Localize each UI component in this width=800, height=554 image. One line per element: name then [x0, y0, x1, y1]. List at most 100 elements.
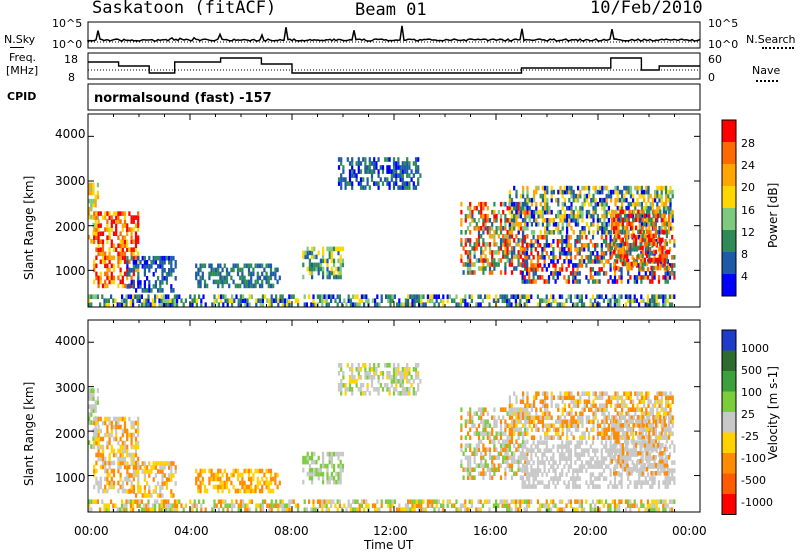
- power-cell: [652, 213, 655, 219]
- velocity-cell: [547, 448, 551, 453]
- velocity-cell: [654, 463, 657, 468]
- velocity-cell: [261, 507, 264, 512]
- power-cell: [110, 271, 113, 277]
- velocity-cell: [534, 468, 537, 473]
- power-cell: [460, 242, 463, 247]
- power-cell: [588, 209, 591, 215]
- power-cell: [302, 250, 305, 256]
- power-cell: [491, 234, 494, 239]
- velocity-cell: [101, 488, 105, 494]
- velocity-cell: [126, 480, 129, 486]
- power-cell: [112, 247, 116, 252]
- power-cell: [613, 302, 616, 307]
- power-cell: [646, 234, 650, 240]
- power-cell: [473, 242, 476, 247]
- velocity-cell: [588, 399, 591, 404]
- power-cell: [214, 279, 218, 285]
- velocity-cell: [669, 395, 672, 400]
- velocity-cell: [519, 419, 522, 424]
- velocity-cell: [121, 484, 124, 490]
- power-cell: [359, 169, 363, 174]
- power-cell: [308, 270, 311, 276]
- power-cell: [488, 226, 492, 231]
- velocity-cell: [663, 463, 666, 468]
- power-cell: [638, 201, 641, 207]
- power-cell: [435, 294, 438, 299]
- power-cell: [356, 302, 359, 307]
- velocity-cell: [530, 415, 533, 420]
- power-cell: [90, 214, 93, 220]
- power-cell: [635, 225, 638, 231]
- power-cell: [306, 246, 309, 252]
- velocity-cell: [259, 503, 262, 508]
- power-cell: [351, 161, 354, 166]
- power-cell: [159, 280, 162, 285]
- power-cell: [388, 169, 391, 174]
- power-cell: [632, 257, 635, 263]
- power-cell: [530, 251, 533, 256]
- power-cell: [591, 275, 595, 280]
- power-cell: [657, 247, 661, 252]
- power-cell: [631, 298, 634, 303]
- power-cell: [640, 222, 643, 227]
- velocity-cell: [556, 464, 559, 469]
- velocity-cell: [599, 423, 602, 428]
- power-cell: [598, 294, 601, 299]
- power-cell: [605, 271, 608, 276]
- power-cell: [363, 302, 366, 307]
- power-cell: [322, 266, 325, 272]
- power-cell: [128, 272, 131, 277]
- velocity-cell: [390, 375, 393, 380]
- velocity-cell: [641, 431, 644, 436]
- power-cell: [572, 267, 575, 272]
- velocity-cell: [521, 451, 525, 456]
- power-cell: [539, 255, 542, 260]
- power-cell: [168, 268, 171, 273]
- power-cell: [665, 185, 668, 191]
- power-cell: [214, 267, 218, 273]
- power-cell: [621, 261, 624, 267]
- velocity-cell: [594, 460, 597, 465]
- power-cell: [635, 213, 638, 219]
- power-cell: [661, 237, 664, 243]
- velocity-cell: [504, 423, 507, 428]
- velocity-cell: [497, 467, 500, 472]
- power-cell: [154, 280, 157, 285]
- velocity-cell: [88, 396, 91, 401]
- velocity-cell: [550, 476, 553, 481]
- power-cell: [594, 302, 597, 307]
- velocity-cell: [264, 499, 267, 504]
- power-cell: [624, 217, 627, 223]
- velocity-cell: [493, 463, 496, 468]
- velocity-cell: [339, 459, 342, 465]
- power-cell: [591, 259, 595, 264]
- velocity-cell: [162, 503, 165, 508]
- power-cell: [88, 190, 91, 196]
- power-cell: [664, 271, 667, 276]
- velocity-cell: [546, 391, 549, 396]
- velocity-cell: [673, 480, 676, 485]
- power-cell: [226, 298, 229, 303]
- velocity-cell: [137, 477, 140, 482]
- power-cell: [620, 243, 623, 248]
- power-cell: [396, 302, 399, 307]
- velocity-cell: [621, 467, 624, 472]
- velocity-cell: [351, 375, 354, 380]
- power-cell: [665, 226, 668, 231]
- velocity-cell: [603, 411, 606, 416]
- velocity-cell: [632, 443, 635, 448]
- power-cell: [572, 279, 575, 284]
- power-cell: [526, 197, 529, 203]
- power-cell: [508, 193, 511, 199]
- power-cell: [351, 185, 354, 190]
- power-cell: [259, 302, 262, 307]
- power-cell: [645, 226, 648, 231]
- power-cell: [237, 298, 240, 303]
- power-cell: [660, 193, 663, 199]
- velocity-cell: [386, 375, 389, 380]
- velocity-cell: [615, 443, 618, 448]
- velocity-cell: [132, 476, 135, 482]
- velocity-cell: [566, 411, 569, 416]
- velocity-cell: [200, 507, 203, 512]
- power-cell: [550, 294, 553, 299]
